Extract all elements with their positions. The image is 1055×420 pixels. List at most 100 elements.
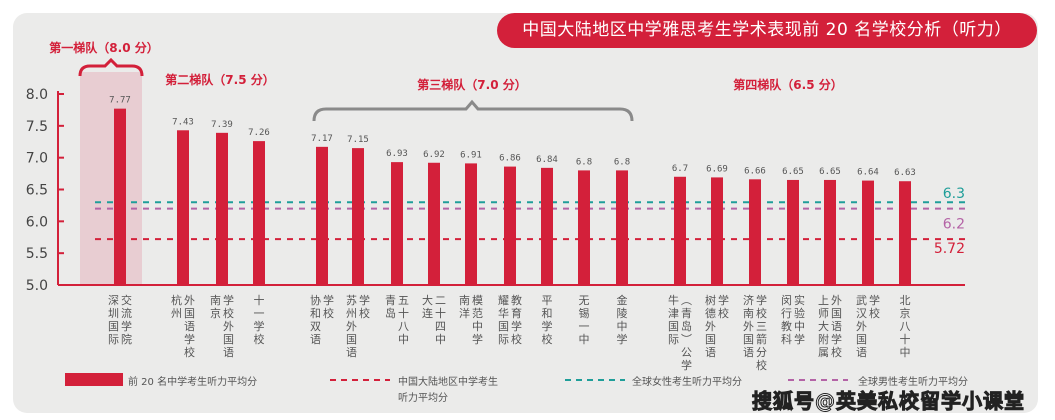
- category-label-char: 校: [718, 306, 729, 320]
- bar-value-label: 6.64: [857, 168, 879, 178]
- category-label-char: 十: [435, 306, 446, 320]
- bar: [711, 177, 723, 285]
- category-label-char: 学: [184, 332, 195, 346]
- category-label-char: ︶: [681, 333, 692, 346]
- category-label-char: 中: [794, 320, 805, 333]
- category-label-char: 学: [323, 293, 334, 307]
- category-label-char: 国: [831, 307, 842, 320]
- category-label-char: 连: [422, 307, 433, 320]
- category-label-char: 十: [254, 293, 265, 307]
- category-label-char: 语: [346, 346, 357, 359]
- category-label-char: 学: [511, 319, 522, 333]
- category-label-char: 外: [856, 320, 867, 333]
- category-label-char: 国: [743, 333, 754, 346]
- category-label-char: 州: [346, 307, 357, 320]
- category-label-char: 教: [511, 294, 522, 307]
- category-label-char: 校: [869, 306, 880, 320]
- legend-label: 全球男性考生听力平均分: [858, 375, 968, 388]
- category-label-char: 金: [617, 293, 628, 307]
- bar: [899, 181, 911, 285]
- category-label-char: 国: [184, 307, 195, 320]
- category-label-char: 外: [346, 320, 357, 333]
- category-label-char: 汉: [856, 307, 867, 320]
- bar: [177, 130, 189, 285]
- category-label-char: 外: [184, 294, 195, 307]
- tier4-label: 第四梯队（6.5 分）: [733, 77, 842, 92]
- category-label-char: 北: [900, 294, 911, 307]
- bar-value-label: 6.92: [423, 150, 445, 160]
- category-label-char: 学: [794, 332, 805, 346]
- category-label-char: 深: [108, 294, 119, 307]
- bar-value-label: 6.93: [386, 149, 408, 159]
- category-label-char: 行: [781, 307, 792, 320]
- bar: [114, 108, 126, 285]
- bar: [787, 179, 799, 285]
- category-label-char: 南: [459, 294, 470, 307]
- bar-value-label: 6.84: [536, 155, 558, 165]
- category-label-char: ︵: [681, 294, 692, 307]
- category-label-char: 际: [108, 333, 119, 346]
- category-label-char: 和: [542, 307, 553, 320]
- category-label-char: 校: [254, 332, 265, 346]
- y-tick-label: 6.5: [26, 183, 48, 199]
- category-label-char: 陵: [617, 307, 628, 320]
- category-label-char: 学: [617, 332, 628, 346]
- category-label-char: 锡: [579, 306, 590, 320]
- category-label-char: 流: [121, 306, 132, 320]
- category-label-char: 外: [831, 294, 842, 307]
- y-tick-label: 7.0: [26, 151, 48, 167]
- category-label-char: 学: [223, 293, 234, 307]
- category-label-char: 闵: [781, 293, 792, 307]
- category-label-char: 科: [781, 332, 792, 346]
- category-label-char: 语: [705, 346, 716, 359]
- category-label-char: 牛: [668, 293, 679, 307]
- tier1-label: 第一梯队（8.0 分）: [49, 40, 158, 55]
- category-label-char: 语: [184, 320, 195, 333]
- category-label-char: 交: [121, 293, 132, 307]
- category-label-char: 圳: [108, 307, 119, 320]
- category-label-char: 学: [681, 358, 692, 372]
- category-label-char: 学: [869, 293, 880, 307]
- category-label-char: 协: [310, 293, 321, 307]
- legend-label: 全球女性考生听力平均分: [632, 375, 742, 388]
- category-label-char: 京: [900, 306, 911, 320]
- category-label-char: 上: [818, 294, 829, 307]
- category-label-char: 分: [756, 346, 767, 359]
- bar-value-label: 6.7: [672, 164, 688, 174]
- category-label-char: 津: [668, 307, 679, 320]
- category-label-char: 中: [435, 333, 446, 346]
- category-label-char: 和: [310, 307, 321, 320]
- category-label-char: 国: [668, 320, 679, 333]
- category-label-char: 外: [705, 320, 716, 333]
- category-label-char: 语: [831, 320, 842, 333]
- bar-value-label: 7.26: [248, 128, 270, 138]
- bar: [504, 166, 516, 285]
- category-label-char: 校: [323, 306, 334, 320]
- category-label-char: 国: [856, 333, 867, 346]
- category-label-char: 教: [781, 320, 792, 333]
- category-label-char: 无: [579, 294, 590, 307]
- reference-line-label: 6.3: [943, 186, 965, 202]
- bar-value-label: 7.43: [172, 117, 194, 127]
- bar-value-label: 6.63: [894, 168, 916, 178]
- bar: [465, 163, 477, 285]
- bar: [578, 170, 590, 285]
- tier3-brace: [312, 99, 634, 122]
- category-label-char: 四: [435, 320, 446, 333]
- category-label-char: 校: [756, 306, 767, 320]
- bar-value-label: 7.15: [347, 135, 369, 145]
- category-label-char: 语: [310, 333, 321, 346]
- category-label-char: 岛: [385, 306, 396, 320]
- category-label-char: 树: [705, 293, 716, 307]
- category-label-char: 三: [756, 320, 767, 333]
- category-label-char: 苏: [346, 294, 357, 307]
- category-label-char: 外: [223, 320, 234, 333]
- legend-swatch-bar: [65, 373, 123, 386]
- y-tick-label: 8.0: [26, 87, 48, 103]
- category-label-char: 际: [498, 333, 509, 346]
- bar: [316, 146, 328, 285]
- bar: [352, 148, 364, 285]
- category-label-char: 学: [542, 319, 553, 333]
- category-label-char: 武: [856, 294, 867, 307]
- category-label-char: 杭: [171, 293, 182, 307]
